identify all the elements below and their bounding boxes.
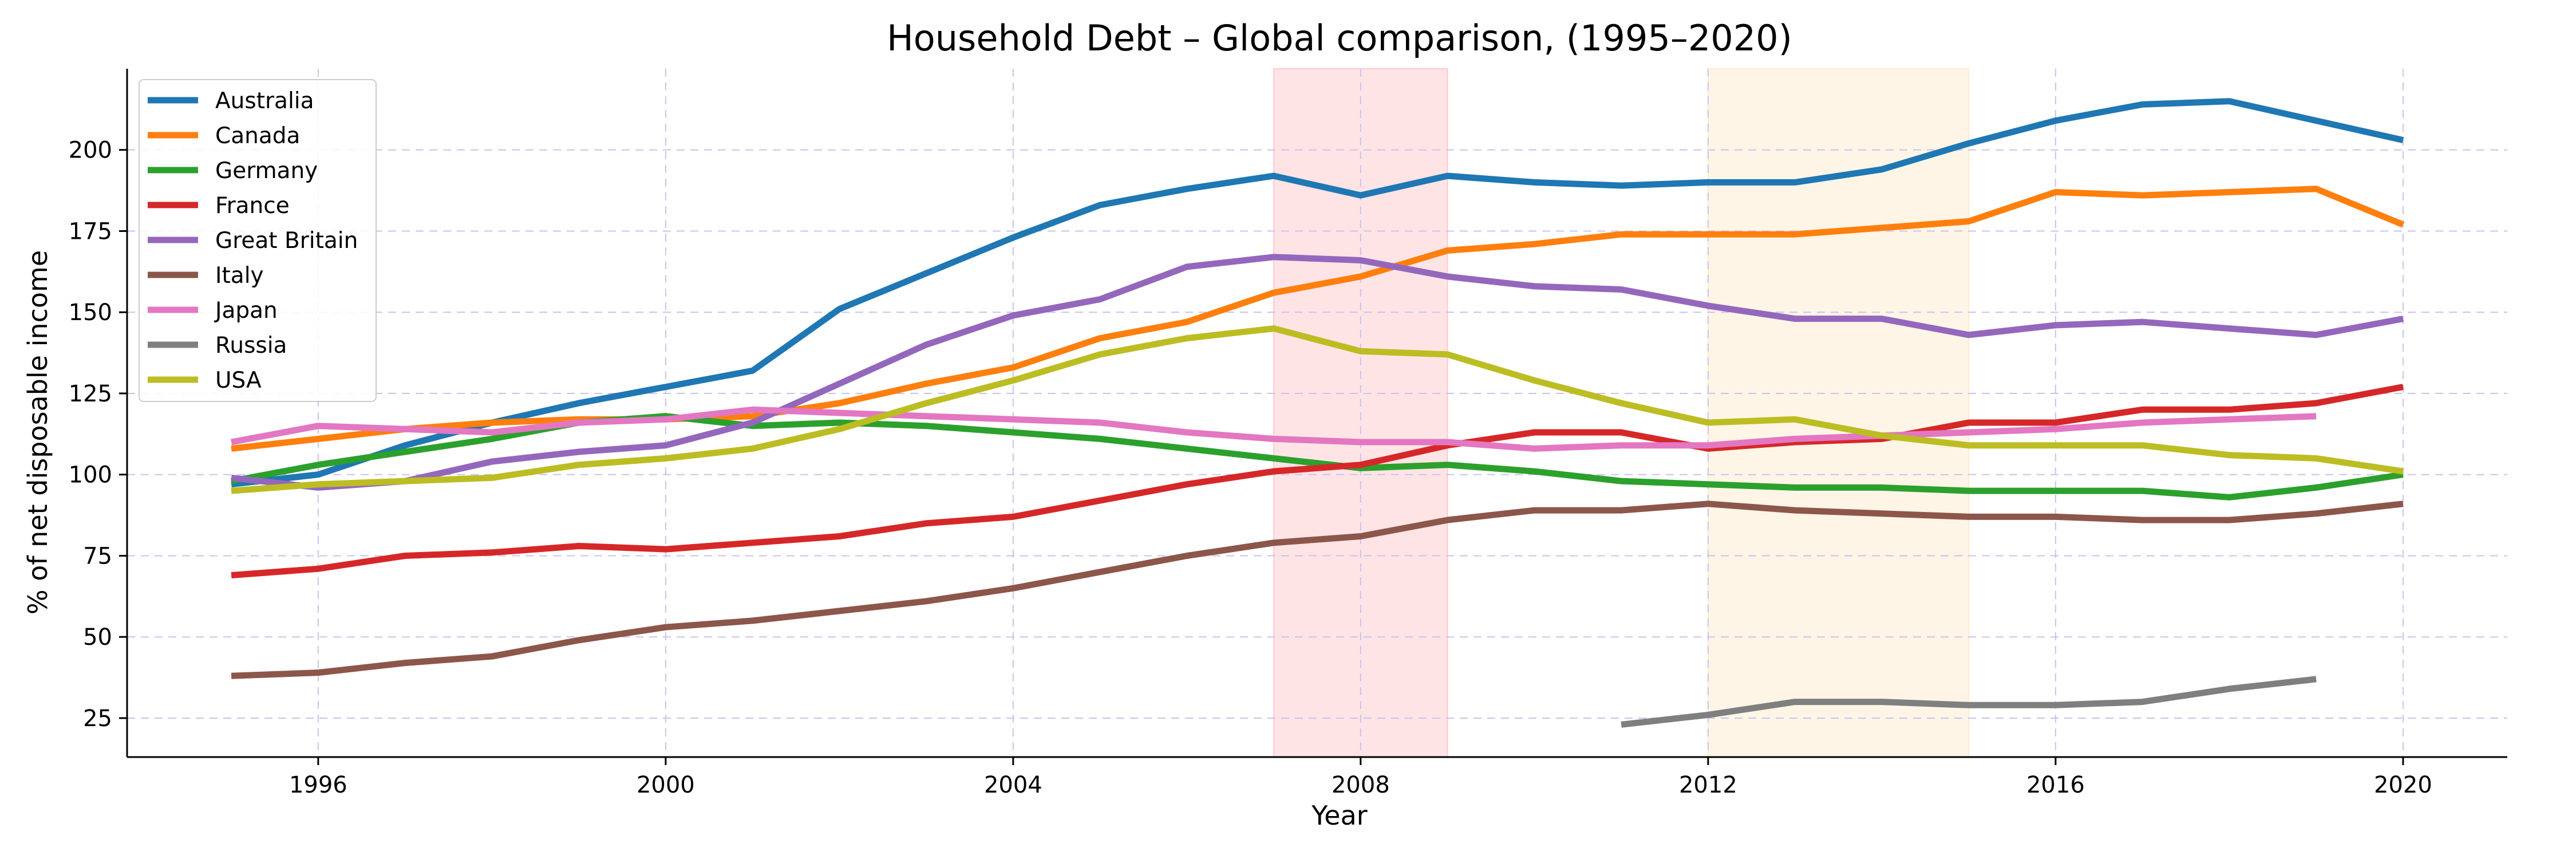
legend-label: USA [215, 368, 262, 393]
x-tick-label: 2012 [1679, 772, 1737, 798]
y-tick-label: 75 [83, 543, 112, 569]
x-tick-label: 2004 [984, 772, 1042, 798]
x-tick-label: 2016 [2026, 772, 2085, 798]
x-tick-label: 1996 [289, 772, 347, 798]
series-line-australia [231, 98, 2404, 488]
series-line-usa [231, 325, 2404, 494]
x-axis-label: Year [1311, 800, 1367, 831]
y-axis-label: % of net disposable income [22, 250, 53, 614]
legend-label: Australia [215, 88, 314, 114]
tick-marks: 1996 2000 2004 2008 2012 2016 2020 25 50 75 100 125… [69, 137, 2432, 798]
series-line-russia [1621, 676, 2317, 728]
legend-label: Great Britain [215, 228, 358, 254]
x-tick-label: 2000 [637, 772, 695, 798]
legend-label: Japan [214, 298, 278, 324]
series-line-japan [231, 406, 2317, 452]
y-tick-label: 125 [69, 381, 112, 407]
y-tick-label: 150 [69, 300, 112, 326]
axes [126, 69, 2507, 758]
chart-title: Household Debt – Global comparison, (199… [887, 17, 1792, 59]
y-tick-label: 25 [83, 706, 112, 732]
series-line-italy [231, 501, 2404, 679]
legend-label: Germany [215, 158, 318, 184]
series-line-france [231, 384, 2404, 578]
legend: Australia Canada Germany France Great Britai… [139, 79, 377, 402]
y-tick-label: 200 [69, 137, 112, 164]
legend-box [139, 79, 377, 402]
y-tick-label: 100 [69, 462, 112, 488]
x-tick-label: 2008 [1332, 772, 1390, 798]
y-tick-label: 175 [69, 218, 112, 245]
legend-label: France [215, 193, 290, 219]
grid-lines [127, 69, 2507, 757]
legend-label: Canada [215, 123, 300, 149]
series-lines [231, 98, 2404, 728]
y-tick-label: 50 [83, 624, 112, 651]
shaded-region [1707, 68, 1970, 758]
legend-label: Russia [215, 333, 287, 358]
legend-label: Italy [215, 263, 264, 289]
series-line-great-britain [231, 254, 2404, 491]
x-tick-label: 2020 [2374, 772, 2432, 798]
